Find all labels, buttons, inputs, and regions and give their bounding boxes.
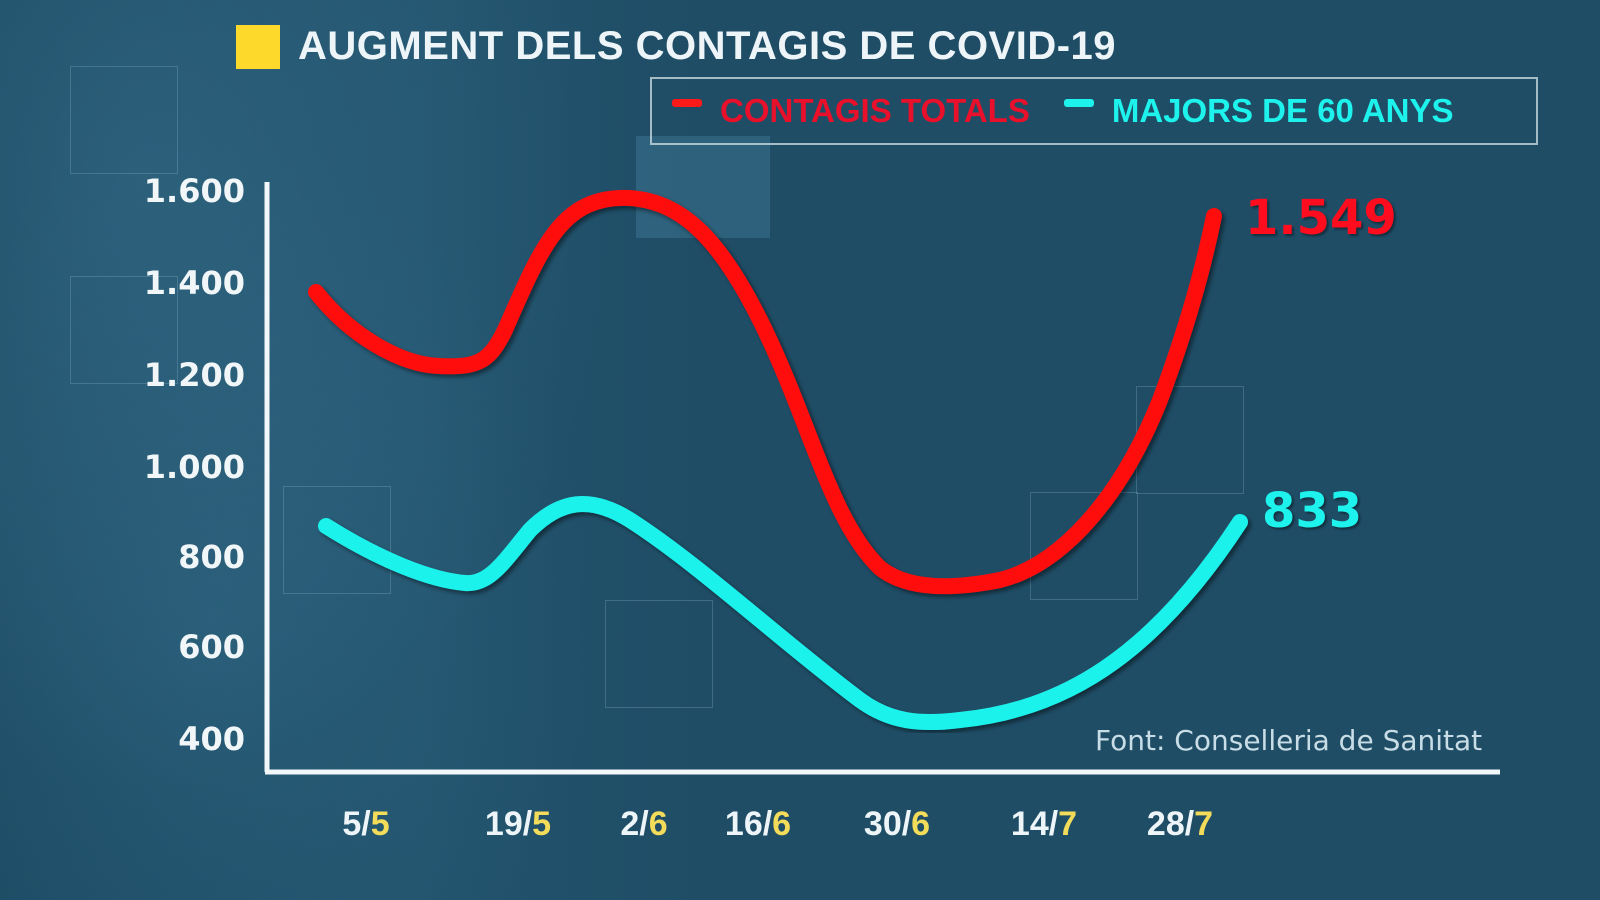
x-tick-day: 30/ xyxy=(863,805,912,843)
x-tick-month: 7 xyxy=(1194,805,1214,843)
decorative-grid-box xyxy=(283,486,391,594)
series-total-line xyxy=(308,189,1222,595)
legend: CONTAGIS TOTALS MAJORS DE 60 ANYS xyxy=(650,77,1538,145)
x-tick-month: 6 xyxy=(648,805,668,843)
y-tick-1400: 1.400 xyxy=(143,264,245,302)
legend-item-total: CONTAGIS TOTALS xyxy=(672,92,1030,130)
y-tick-800: 800 xyxy=(178,538,245,576)
end-label-over60: 833 xyxy=(1262,483,1363,539)
legend-swatch-red xyxy=(672,99,702,107)
x-tick-month: 6 xyxy=(772,805,792,843)
x-tick-day: 16/ xyxy=(724,805,773,843)
legend-label-total: CONTAGIS TOTALS xyxy=(720,92,1030,129)
y-tick-1200: 1.200 xyxy=(143,356,245,394)
x-tick-day: 2/ xyxy=(620,805,649,843)
x-tick-month: 7 xyxy=(1058,805,1078,843)
y-tick-400: 400 xyxy=(178,720,245,758)
y-tick-600: 600 xyxy=(178,628,245,666)
x-tick-day: 19/ xyxy=(484,805,533,843)
x-tick-day: 5/ xyxy=(342,805,371,843)
title-marker-square xyxy=(236,24,280,69)
x-tick-19-5: 19/5 xyxy=(485,805,551,844)
legend-label-over60: MAJORS DE 60 ANYS xyxy=(1111,92,1454,129)
x-tick-16-6: 16/6 xyxy=(725,805,791,844)
decorative-grid-box xyxy=(70,276,178,384)
source-credit: Font: Conselleria de Sanitat xyxy=(1095,724,1483,757)
x-tick-month: 5 xyxy=(370,805,390,843)
legend-swatch-cyan xyxy=(1063,99,1094,107)
y-tick-1000: 1.000 xyxy=(143,448,245,486)
y-tick-1600: 1.600 xyxy=(143,172,245,210)
chart-title: AUGMENT DELS CONTAGIS DE COVID-19 xyxy=(236,24,1116,69)
x-tick-day: 28/ xyxy=(1146,805,1195,843)
series-over60-line xyxy=(318,496,1248,731)
title-text: AUGMENT DELS CONTAGIS DE COVID-19 xyxy=(298,24,1117,68)
legend-item-over60: MAJORS DE 60 ANYS xyxy=(1063,92,1454,130)
decorative-grid-box xyxy=(70,66,178,174)
background-texture xyxy=(0,0,700,900)
x-tick-2-6: 2/6 xyxy=(620,805,667,844)
decorative-grid-box xyxy=(636,136,770,238)
x-tick-month: 6 xyxy=(911,805,931,843)
x-tick-5-5: 5/5 xyxy=(342,805,389,844)
x-tick-30-6: 30/6 xyxy=(864,805,930,844)
x-tick-28-7: 28/7 xyxy=(1147,805,1213,844)
x-tick-day: 14/ xyxy=(1010,805,1059,843)
decorative-grid-box xyxy=(1030,492,1138,600)
end-label-total: 1.549 xyxy=(1245,190,1397,246)
decorative-grid-box xyxy=(605,600,713,708)
x-tick-14-7: 14/7 xyxy=(1011,805,1077,844)
x-tick-month: 5 xyxy=(532,805,552,843)
